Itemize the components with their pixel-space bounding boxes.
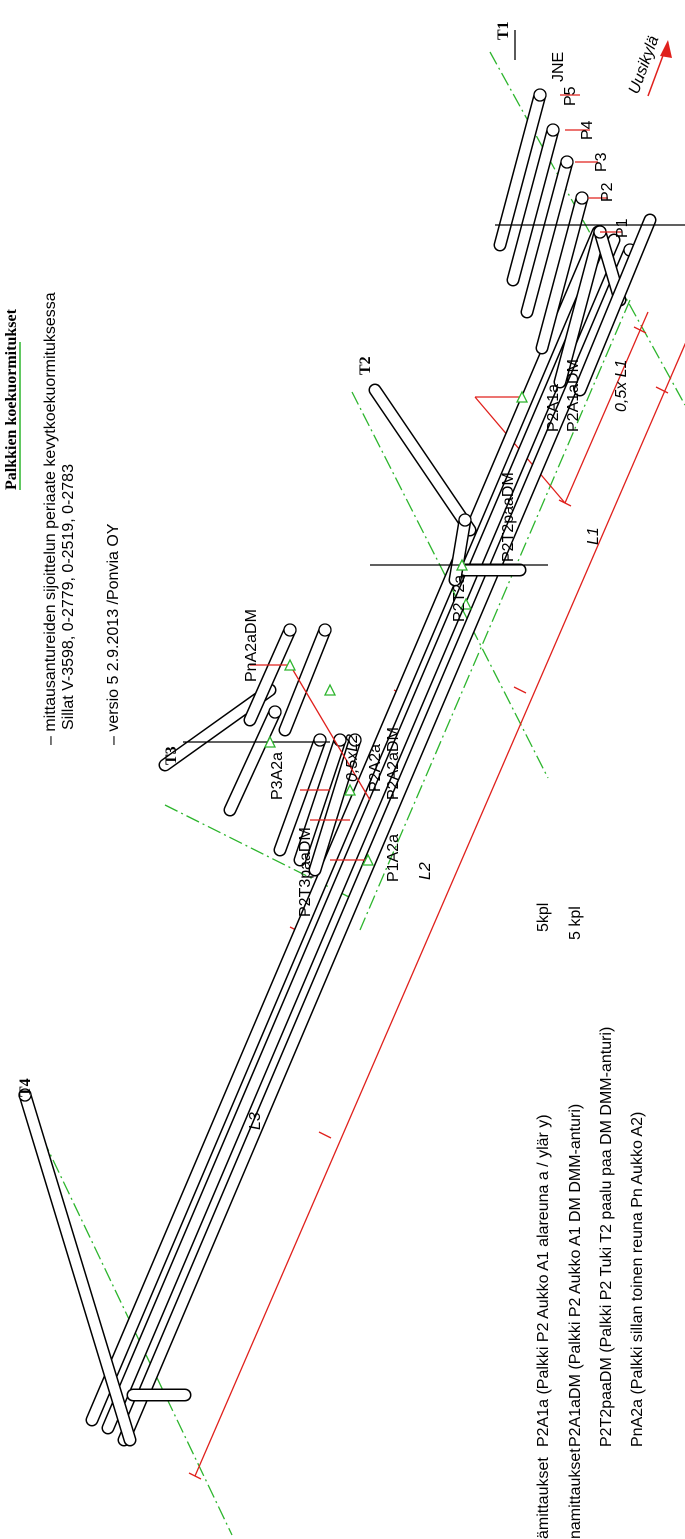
title: Palkkien koekuormitukset [3, 308, 20, 490]
sensor-labels: PnA2aDM [243, 609, 260, 682]
beam [555, 227, 605, 387]
sensor-leader [289, 664, 371, 801]
beam-end [575, 191, 589, 205]
beam-end [313, 733, 327, 747]
sensor-labels: P2A1aDM [565, 359, 582, 432]
sensor-marker [455, 558, 469, 571]
beam [575, 215, 655, 395]
arrow-head [660, 40, 672, 58]
dimensions: L1 [585, 527, 602, 545]
beam-end [533, 88, 547, 102]
sensor-labels: P1A2a [385, 834, 402, 882]
centre-line [489, 51, 685, 406]
beam-labels: P3 [593, 152, 610, 172]
supports: T2 [357, 356, 374, 375]
beam [370, 385, 475, 535]
sensor-marker [459, 597, 473, 610]
dimensions: L3 [247, 1112, 264, 1130]
dimension-tick [558, 499, 572, 507]
sensor-marker [343, 783, 357, 796]
sensor-labels: P2A2aDM [385, 727, 402, 800]
beam [245, 625, 295, 725]
notes: – mittausantureiden sijoittelun periaate… [42, 292, 59, 745]
beam-end [546, 123, 560, 137]
legend: ämittaukset [535, 1457, 552, 1539]
dimension-line [564, 311, 649, 504]
sensor-marker [515, 390, 529, 403]
beam-end [283, 623, 297, 637]
legend: P2A1a (Palkki P2 Aukko A1 alareuna a / y… [535, 1114, 552, 1447]
sensor-marker [323, 683, 337, 696]
beam [537, 193, 587, 353]
sensor-labels: P2A2a [367, 744, 384, 792]
sensor-labels: P2T3paaDM [297, 827, 314, 917]
dimension-tick [513, 686, 527, 694]
beam [295, 735, 345, 865]
supports: T1 [495, 21, 512, 40]
beam [280, 625, 330, 735]
dimension-line [194, 342, 685, 1477]
beam [87, 227, 603, 1425]
notes: Sillat V-3598, 0-2779, 0-2519, 0-2783 [60, 464, 77, 730]
beam-end [560, 155, 574, 169]
beam [522, 157, 572, 317]
beam-labels: P5 [562, 86, 579, 106]
notes: – versio 5 2.9.2013 /Ponvia OY [105, 523, 122, 745]
beam-end [318, 623, 332, 637]
direction: Uusikylä [626, 34, 663, 97]
dimension-tick [188, 1472, 202, 1480]
legend: 5 kpl [567, 906, 584, 940]
legend: namittaukset [567, 1448, 584, 1539]
beam-labels: P4 [579, 120, 596, 140]
legend: P2T2paaDM (Palkki P2 Tuki T2 paalu paa D… [598, 1027, 615, 1447]
legend: PnA2a (Palkki sillan toinen reuna Pn Auk… [629, 1112, 646, 1447]
beam-end [458, 513, 472, 527]
dimensions: 0,5xL2 [344, 734, 361, 782]
beam [103, 235, 619, 1433]
beam [275, 735, 325, 855]
beam [20, 1090, 135, 1445]
dimension-tick [318, 1131, 332, 1139]
dimensions: L2 [417, 862, 434, 880]
dimensions: 0,5x L1 [613, 360, 630, 412]
beam [225, 707, 280, 815]
beam-end [268, 705, 282, 719]
geometry [18, 30, 685, 1536]
supports: T3 [163, 746, 180, 765]
beam-labels: P1 [614, 218, 631, 238]
sensor-labels: P2A1a [545, 384, 562, 432]
beam-labels: JNE [550, 52, 567, 82]
beam [310, 735, 360, 875]
legend: P2A1aDM (Palkki P2 Aukko A1 DM DMM-antur… [567, 1104, 584, 1447]
supports: T4 [17, 1078, 34, 1097]
beam [495, 90, 545, 250]
beam-labels: P2 [599, 182, 616, 202]
dimension-tick [655, 386, 669, 394]
sensor-labels: P2T2a [451, 575, 468, 622]
beam-end [348, 733, 362, 747]
sensor-labels: P3A2a [269, 752, 286, 800]
sensor-labels: P2T2paaDM [500, 472, 517, 562]
legend: 5kpl [535, 903, 552, 932]
centre-line [21, 1094, 233, 1536]
beam-end [18, 1088, 32, 1102]
beam [119, 245, 635, 1445]
sensor-marker [283, 658, 297, 671]
dimension-tick [633, 326, 647, 334]
centre-line [359, 299, 631, 931]
sensor-marker [361, 853, 375, 866]
sensor-marker [263, 735, 277, 748]
beam [508, 125, 558, 285]
